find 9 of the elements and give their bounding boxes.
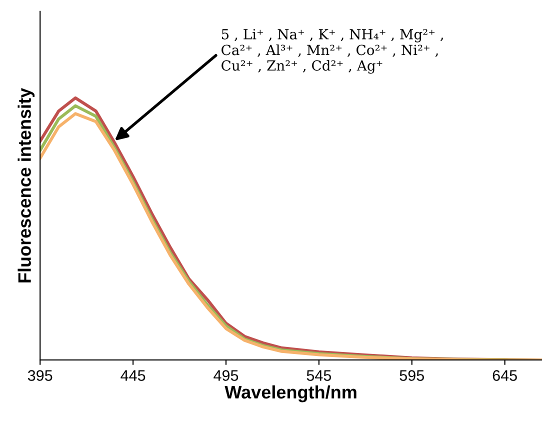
x-tick-label: 495 bbox=[214, 370, 238, 381]
x-tick-label: 645 bbox=[492, 370, 517, 381]
y-axis-title: Fluorescence intensity bbox=[18, 88, 35, 282]
x-tick-label: 545 bbox=[306, 370, 332, 381]
x-axis-title: Wavelength/nm bbox=[224, 385, 356, 402]
x-tick-label: 395 bbox=[28, 370, 52, 381]
x-tick-label: 595 bbox=[400, 370, 424, 381]
annotation: 5 , Li⁺ , Na⁺ , K⁺ , NH₄⁺ , Mg²⁺ , Ca²⁺ , Al³⁺ , Mn²⁺ , Co²⁺ , Ni²⁺ , Cu²⁺ , Zn²⁺ , Cd²⁺ , Ag⁺ bbox=[222, 28, 443, 74]
x-tick-label: 445 bbox=[120, 370, 146, 381]
